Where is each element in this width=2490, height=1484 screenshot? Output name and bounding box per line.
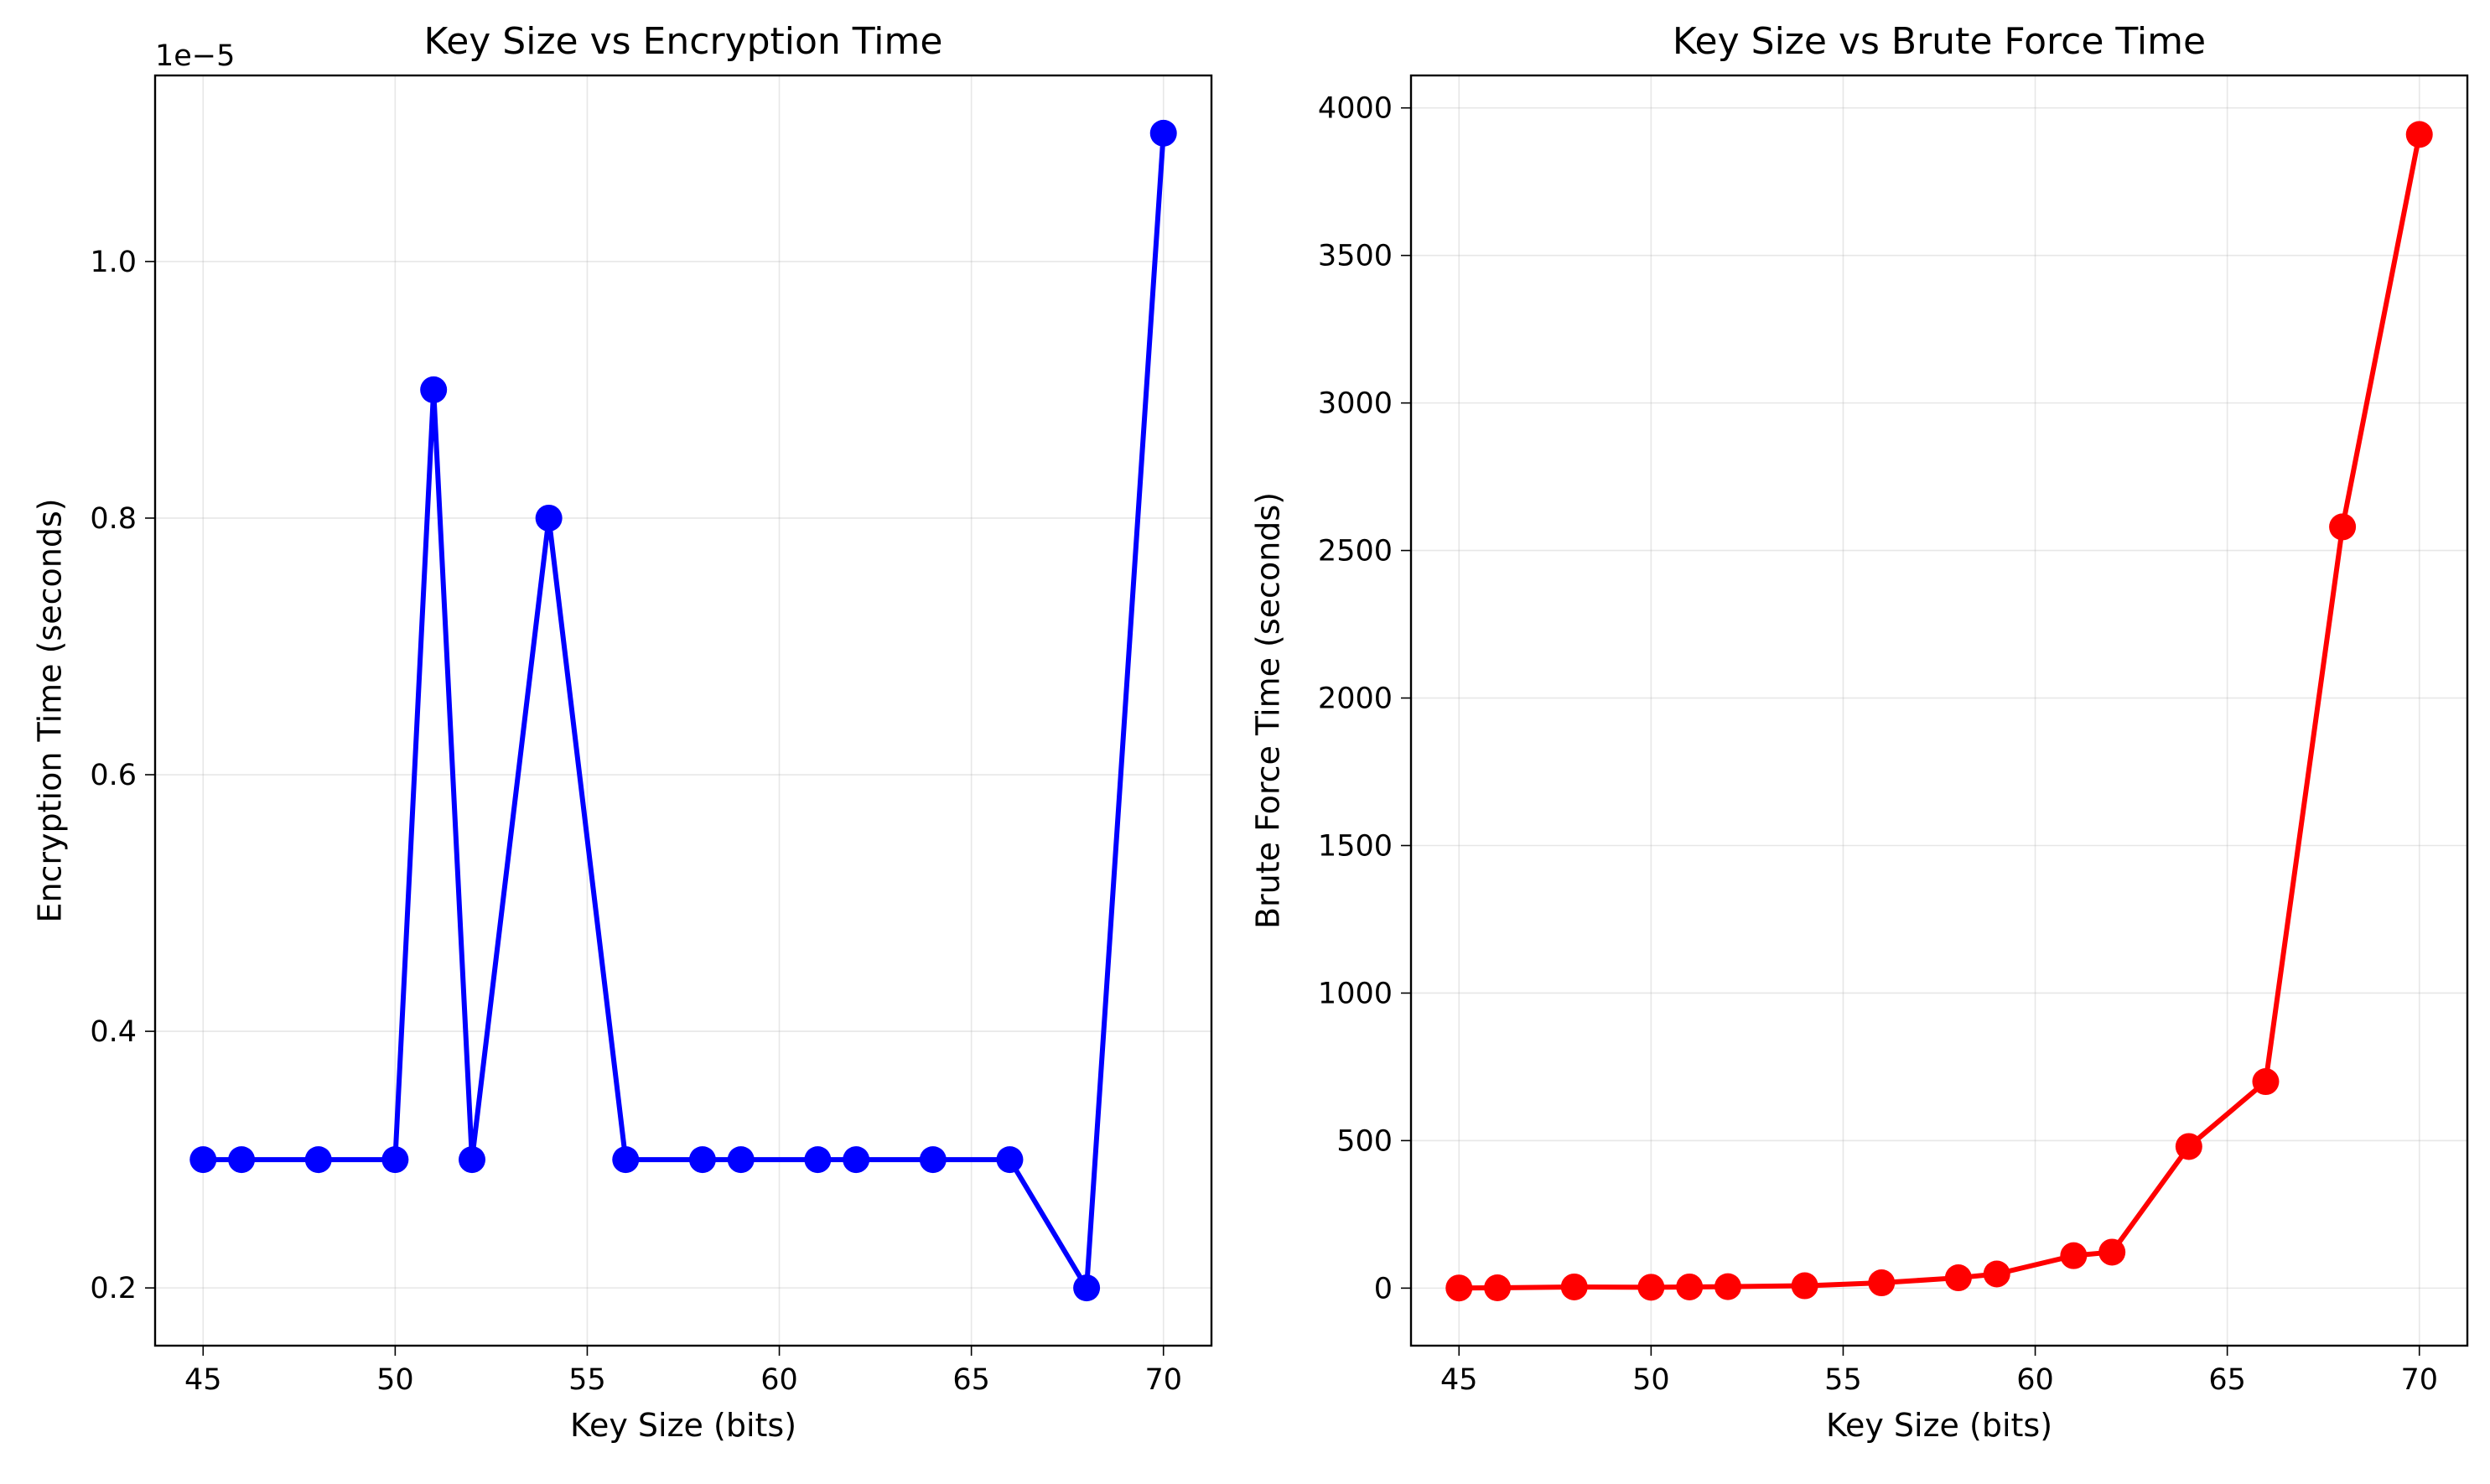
- y-tick-label: 0.6: [90, 759, 137, 792]
- data-point: [2098, 1238, 2126, 1266]
- ticks: 45 50 55 60 65 70 0 500 1000 1500 2000 2500 3000 3500…: [1318, 92, 2438, 1397]
- encryption-series: [189, 119, 1177, 1302]
- data-point: [843, 1146, 870, 1174]
- data-point: [804, 1146, 832, 1174]
- y-tick-label: 0: [1374, 1272, 1393, 1305]
- x-axis-label: Key Size (bits): [1826, 1407, 2052, 1444]
- data-point: [2175, 1133, 2202, 1160]
- data-point: [1676, 1273, 1704, 1300]
- y-tick-label: 1.0: [90, 246, 137, 279]
- x-tick-label: 70: [1144, 1363, 1182, 1397]
- y-tick-label: 3500: [1318, 240, 1393, 273]
- grid: [1411, 75, 2467, 1346]
- y-tick-label: 3000: [1318, 387, 1393, 421]
- x-tick-label: 60: [760, 1363, 798, 1397]
- series-line: [1459, 133, 2422, 1291]
- y-tick-label: 0.2: [90, 1272, 137, 1305]
- data-point: [304, 1146, 332, 1174]
- x-tick-label: 55: [568, 1363, 606, 1397]
- data-point: [1560, 1273, 1588, 1300]
- x-tick-label: 45: [184, 1363, 222, 1397]
- data-point: [228, 1146, 256, 1174]
- y-tick-label: 1500: [1318, 830, 1393, 864]
- x-tick-label: 45: [1440, 1363, 1478, 1397]
- ticks: 45 50 55 60 65 70 0.2 0.4 0.6 0.8 1.0: [90, 246, 1182, 1397]
- data-point: [381, 1146, 409, 1174]
- data-point: [996, 1146, 1024, 1174]
- x-axis-label: Key Size (bits): [570, 1407, 796, 1444]
- data-point: [1791, 1272, 1818, 1300]
- chart-title: Key Size vs Encryption Time: [424, 20, 943, 63]
- data-point: [2329, 513, 2357, 541]
- data-point: [189, 1146, 217, 1174]
- data-point: [1868, 1269, 1896, 1297]
- x-tick-label: 70: [2400, 1363, 2438, 1397]
- y-tick-label: 2500: [1318, 535, 1393, 568]
- data-point: [919, 1146, 947, 1174]
- data-point: [420, 376, 448, 403]
- data-point: [1149, 119, 1177, 147]
- brute-force-series: [1445, 121, 2433, 1302]
- data-point: [1944, 1264, 1972, 1292]
- plot-frame: [153, 74, 1213, 1347]
- plot-frame: [1409, 74, 2469, 1347]
- data-point: [688, 1146, 716, 1174]
- data-point: [2252, 1068, 2280, 1096]
- data-point: [1714, 1273, 1741, 1300]
- series-line: [203, 132, 1166, 1291]
- x-tick-label: 65: [2208, 1363, 2246, 1397]
- data-point: [535, 504, 563, 532]
- y-axis-label: Encryption Time (seconds): [32, 498, 69, 922]
- x-tick-label: 55: [1824, 1363, 1862, 1397]
- y-tick-label: 0.8: [90, 502, 137, 536]
- y-tick-label: 1000: [1318, 977, 1393, 1010]
- grid: [155, 75, 1211, 1346]
- y-tick-label: 500: [1336, 1124, 1393, 1158]
- encryption-time-panel: 45 50 55 60 65 70 0.2 0.4 0.6 0.8 1.0 Key Size vs …: [32, 20, 1213, 1444]
- data-point: [1073, 1274, 1101, 1302]
- chart-title: Key Size vs Brute Force Time: [1673, 20, 2206, 63]
- data-point: [1637, 1274, 1665, 1301]
- data-point: [2405, 121, 2433, 148]
- data-point: [727, 1146, 755, 1174]
- brute-force-time-panel: 45 50 55 60 65 70 0 500 1000 1500 2000 2500 3000 3500…: [1250, 20, 2469, 1444]
- y-tick-label: 0.4: [90, 1015, 137, 1049]
- data-point: [1983, 1260, 2010, 1288]
- x-tick-label: 65: [952, 1363, 990, 1397]
- y-offset-text: 1e−5: [155, 39, 235, 73]
- data-point: [612, 1146, 640, 1174]
- x-tick-label: 50: [1632, 1363, 1670, 1397]
- data-point: [1445, 1274, 1473, 1302]
- y-tick-label: 4000: [1318, 92, 1393, 126]
- y-tick-label: 2000: [1318, 682, 1393, 716]
- x-tick-label: 50: [376, 1363, 414, 1397]
- data-point: [2060, 1242, 2088, 1269]
- x-tick-label: 60: [2016, 1363, 2054, 1397]
- data-point: [1484, 1274, 1512, 1302]
- data-point: [459, 1146, 485, 1174]
- y-axis-label: Brute Force Time (seconds): [1250, 492, 1287, 929]
